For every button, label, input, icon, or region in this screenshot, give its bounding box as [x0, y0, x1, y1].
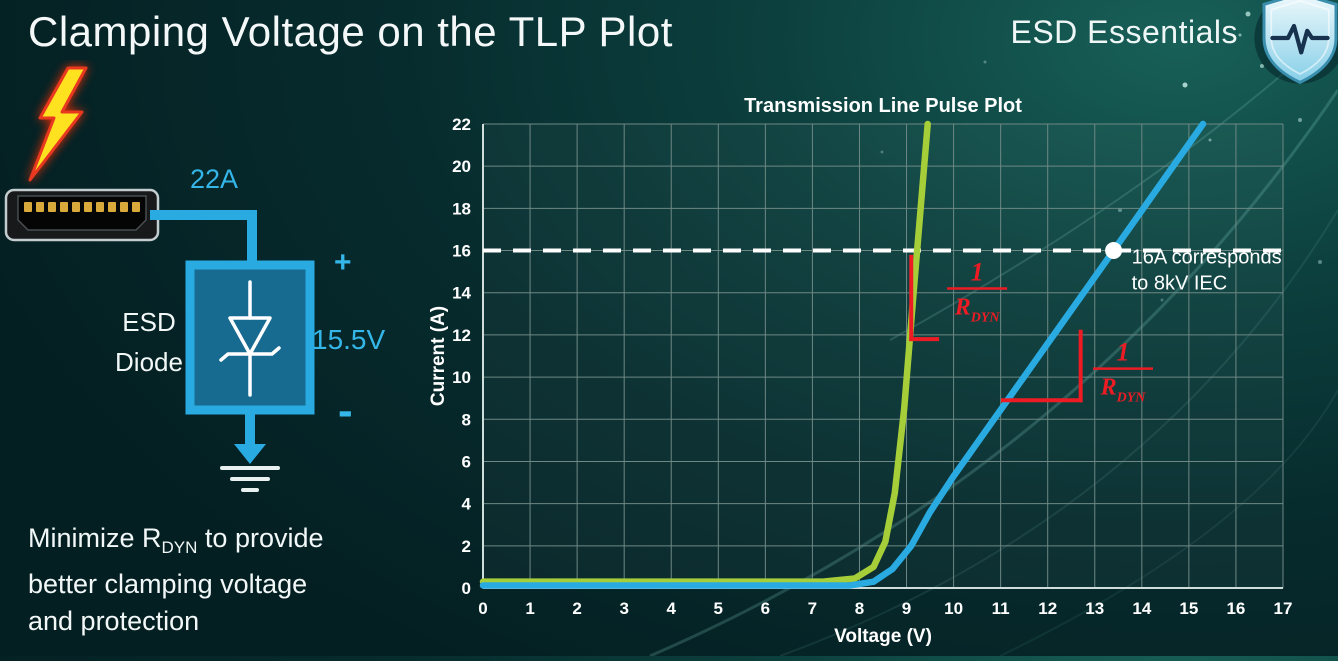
x-tick-label: 4 [667, 599, 677, 618]
series-low-rdyn-diode-green [479, 120, 931, 585]
zener-diode-icon [219, 280, 281, 397]
brand-text: ESD Essentials [1010, 14, 1238, 50]
takeaway-note: Minimize RDYN to provide better clamping… [28, 520, 324, 640]
note-line2: better clamping voltage [28, 569, 308, 599]
x-tick-label: 3 [619, 599, 628, 618]
y-tick-label: 4 [462, 495, 472, 514]
clamping-voltage-label: 15.5V [312, 324, 386, 355]
arrow-down-icon [234, 444, 266, 464]
esd-shield-icon [1254, 0, 1338, 85]
y-axis-label: Current (A) [430, 306, 449, 406]
polarity-minus-label: - [338, 386, 353, 435]
note-line1: Minimize RDYN to provide [28, 520, 324, 566]
hdmi-connector-icon [4, 188, 160, 242]
x-tick-label: 7 [808, 599, 817, 618]
rdyn-fraction-numerator: 1 [1117, 338, 1130, 367]
particle-dots [880, 11, 1322, 302]
x-tick-label: 10 [944, 599, 963, 618]
y-tick-label: 8 [462, 410, 471, 429]
esd-diode-label-line1: ESD [122, 307, 176, 337]
y-tick-label: 18 [452, 199, 471, 218]
y-tick-label: 22 [452, 115, 471, 134]
polarity-plus-label: + [334, 246, 352, 279]
x-tick-label: 0 [478, 599, 487, 618]
lightning-bolt-icon [28, 66, 88, 182]
marker-16A-dot [1105, 242, 1123, 260]
esd-diode-label-line2: Diode [115, 347, 183, 377]
y-tick-label: 10 [452, 368, 471, 387]
note-line1-sub: DYN [161, 538, 198, 557]
tlp-chart-panel: 0 2 4 6 8 10 12 14 16 18 20 22 0 1 2 3 4 5 6 7 8 9 10 11 12 13 14 1… [428, 92, 1338, 656]
x-tick-label: 5 [714, 599, 723, 618]
hdmi-pins [24, 202, 140, 212]
esd-diode-label: ESD Diode [104, 302, 194, 382]
rdyn-fraction-denominator: RDYN [954, 295, 1001, 326]
marker-label-line2: to 8kV IEC [1132, 273, 1228, 295]
heartbeat-pulse-icon [1270, 23, 1330, 55]
esd-circuit-diagram [0, 60, 430, 530]
x-tick-label: 13 [1085, 599, 1104, 618]
marker-label-line1: 16A corresponds [1132, 247, 1282, 269]
note-line1-pre: Minimize R [28, 523, 162, 553]
surge-wire [150, 210, 257, 267]
y-tick-label: 6 [462, 452, 471, 471]
rdyn-fraction-denominator: RDYN [1100, 375, 1147, 406]
chart-title: Transmission Line Pulse Plot [744, 95, 1022, 117]
y-tick-label: 0 [462, 579, 471, 598]
x-tick-label: 8 [855, 599, 864, 618]
surge-current-label: 22A [190, 164, 239, 194]
rdyn-fraction-numerator: 1 [971, 258, 984, 287]
y-tick-label: 16 [452, 242, 471, 261]
plot-area [483, 124, 1283, 588]
ground-symbol-icon [220, 466, 280, 492]
x-axis-label: Voltage (V) [834, 626, 932, 647]
series-high-rdyn-diode-blue [479, 120, 1207, 589]
x-tick-label: 12 [1038, 599, 1057, 618]
x-tick-label: 17 [1274, 599, 1293, 618]
x-tick-label: 15 [1179, 599, 1198, 618]
x-tick-label: 9 [902, 599, 911, 618]
x-tick-label: 16 [1226, 599, 1245, 618]
y-tick-label: 2 [462, 537, 471, 556]
y-tick-label: 12 [452, 326, 471, 345]
swoosh-line [779, 209, 1338, 656]
x-tick-label: 6 [761, 599, 770, 618]
x-tick-label: 1 [525, 599, 534, 618]
x-tick-label: 2 [572, 599, 581, 618]
x-tick-label: 11 [992, 599, 1010, 618]
y-tick-label: 20 [452, 157, 471, 176]
shield-inner-border [1270, 0, 1330, 76]
note-line1-post: to provide [197, 523, 324, 553]
note-line3: and protection [28, 606, 200, 636]
page-title: Clamping Voltage on the TLP Plot [28, 8, 673, 55]
swoosh-line [649, 89, 1338, 656]
x-tick-label: 14 [1132, 599, 1151, 618]
y-tick-label: 14 [452, 284, 471, 303]
swoosh-line [999, 389, 1338, 656]
brand: ESD Essentials [1010, 0, 1338, 86]
